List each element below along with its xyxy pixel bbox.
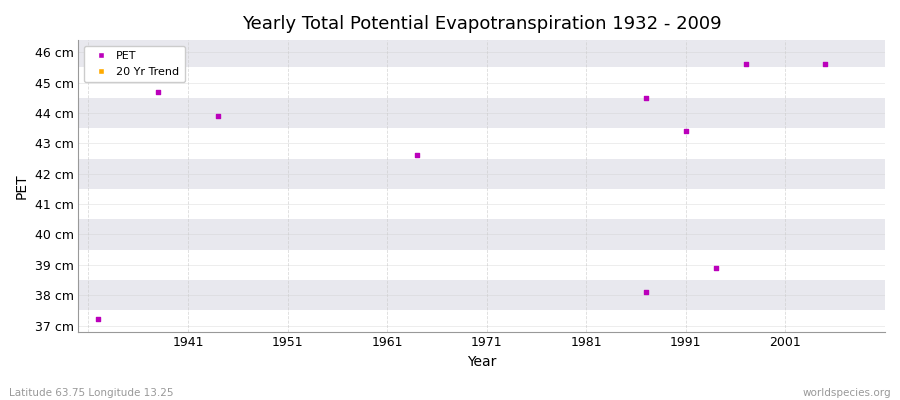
Point [639,289,653,295]
Point [410,152,424,159]
Bar [78,68,885,98]
Bar [78,280,885,310]
Bar [78,310,885,341]
Bar [78,219,885,250]
Bar [78,128,885,158]
Text: Latitude 63.75 Longitude 13.25: Latitude 63.75 Longitude 13.25 [9,388,174,398]
Point [211,113,225,119]
Bar [78,250,885,280]
Legend: PET, 20 Yr Trend: PET, 20 Yr Trend [84,46,184,82]
Point [818,61,832,68]
Point [679,128,693,134]
Y-axis label: PET: PET [15,173,29,199]
Point [639,94,653,101]
Point [91,316,105,323]
Bar [78,158,885,189]
Bar [78,37,885,68]
X-axis label: Year: Year [467,355,497,369]
Point [708,265,723,271]
Bar [78,98,885,128]
Point [151,88,166,95]
Text: worldspecies.org: worldspecies.org [803,388,891,398]
Bar [78,189,885,219]
Title: Yearly Total Potential Evapotranspiration 1932 - 2009: Yearly Total Potential Evapotranspiratio… [242,15,722,33]
Point [738,61,752,68]
